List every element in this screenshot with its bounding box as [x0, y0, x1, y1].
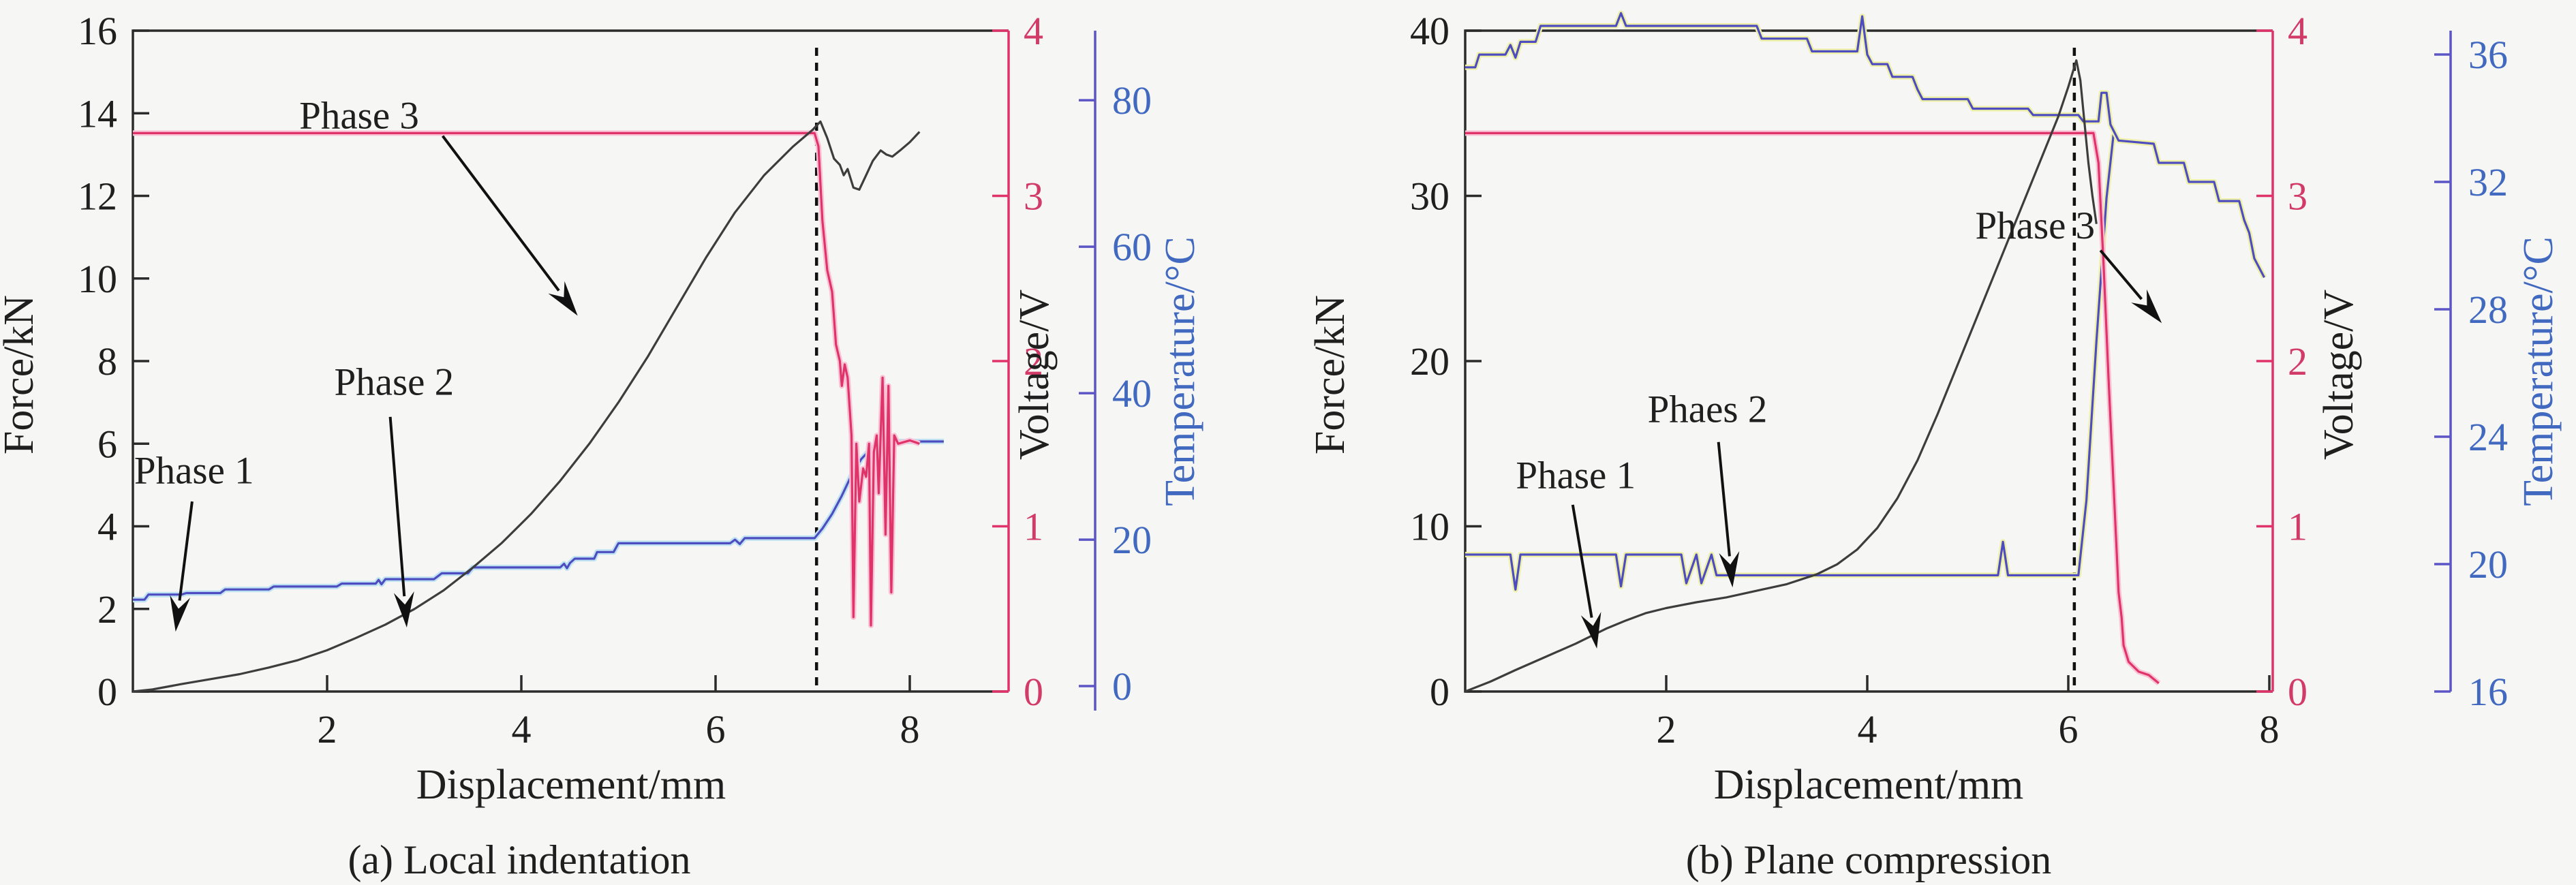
voltage-tick-label: 4 — [1024, 9, 1043, 53]
temperature-curve-halo — [1465, 10, 2267, 279]
annotation-arrow-head — [548, 281, 578, 316]
temperature-tick-label: 28 — [2468, 288, 2508, 332]
annotation-phase-2: Phaes 2 — [1648, 388, 1768, 588]
voltage-tick-label: 2 — [1024, 339, 1043, 384]
force-tick-label: 20 — [1410, 339, 1450, 384]
temperature-axis-title: Temperature/°C — [2515, 236, 2562, 506]
voltage-tick-label: 1 — [1024, 505, 1043, 549]
voltage-tick-label: 3 — [1024, 174, 1043, 219]
annotation-arrow-shaft — [1571, 504, 1593, 618]
annotation-arrow-head — [170, 595, 191, 632]
force-axis-title: Force/kN — [1307, 295, 1353, 454]
x-tick-label: 8 — [2260, 707, 2280, 751]
force-axis-title: Force/kN — [0, 295, 42, 454]
voltage-curve-halo — [133, 130, 921, 628]
annotation-phase-3: Phase 3 — [1975, 204, 2162, 324]
voltage-tick-label: 4 — [2288, 9, 2307, 53]
annotation-label: Phase 1 — [1516, 454, 1636, 497]
annotation-arrow-shaft — [441, 135, 560, 292]
voltage-tick-label: 3 — [2288, 174, 2307, 219]
force-tick-label: 10 — [78, 257, 117, 301]
force-curve — [132, 120, 921, 693]
x-tick-label: 2 — [1657, 707, 1676, 751]
temperature-tick-label: 80 — [1112, 78, 1152, 123]
force-tick-label: 6 — [97, 422, 117, 466]
temperature-axis-title: Temperature/°C — [1157, 236, 1203, 506]
annotation-phase-3: Phase 3 — [299, 94, 578, 316]
force-tick-label: 14 — [78, 91, 117, 136]
x-tick-label: 4 — [512, 707, 532, 751]
voltage-axis-title: Voltage/V — [2316, 290, 2362, 460]
x-tick-label: 8 — [900, 707, 920, 751]
annotation-label: Phase 1 — [134, 450, 254, 493]
temperature-tick-label: 40 — [1112, 371, 1152, 416]
voltage-tick-label: 2 — [2288, 339, 2307, 384]
annotation-phase-1: Phase 1 — [134, 450, 254, 632]
force-tick-label: 10 — [1410, 505, 1450, 549]
temperature2-curve-halo — [1465, 134, 2117, 593]
force-curve — [1465, 59, 2098, 693]
annotation-arrow-shaft — [388, 416, 406, 597]
annotation-arrow-head — [1719, 551, 1740, 588]
x-axis-title: Displacement/mm — [1714, 762, 2024, 808]
annotation-label: Phase 3 — [1975, 204, 2095, 247]
temperature2-curve — [1465, 134, 2115, 591]
force-tick-label: 8 — [97, 339, 117, 384]
temperature-tick-label: 20 — [2468, 542, 2508, 587]
voltage-tick-label: 0 — [2288, 670, 2307, 714]
voltage-tick-label: 1 — [2288, 505, 2307, 549]
annotation-label: Phaes 2 — [1648, 388, 1768, 431]
temperature-tick-label: 60 — [1112, 225, 1152, 269]
annotation-arrow-head — [2131, 289, 2162, 324]
temperature-tick-label: 32 — [2468, 160, 2508, 204]
force-tick-label: 4 — [97, 505, 117, 549]
temperature-tick-label: 24 — [2468, 415, 2508, 459]
annotation-arrow-shaft — [178, 501, 194, 601]
x-axis-title: Displacement/mm — [416, 762, 726, 808]
voltage-curve — [133, 131, 920, 627]
chart-caption: (b) Plane compression — [1686, 837, 2052, 882]
force-tick-label: 0 — [97, 670, 117, 714]
annotation-phase-1: Phase 1 — [1516, 454, 1636, 649]
voltage-axis-title: Voltage/V — [1011, 290, 1058, 460]
annotation-label: Phase 2 — [334, 360, 454, 403]
temperature-tick-label: 16 — [2468, 670, 2508, 714]
x-tick-label: 4 — [1858, 707, 1877, 751]
annotation-arrow-shaft — [2099, 249, 2143, 300]
x-tick-label: 6 — [706, 707, 726, 751]
annotation-arrow-shaft — [1717, 441, 1731, 557]
plot-box — [132, 29, 1009, 693]
force-tick-label: 12 — [78, 174, 117, 219]
temperature-tick-label: 20 — [1112, 518, 1152, 562]
voltage-tick-label: 0 — [1024, 670, 1043, 714]
chart-caption: (a) Local indentation — [348, 837, 690, 882]
temperature-tick-label: 36 — [2468, 33, 2508, 77]
temperature-curve — [133, 440, 944, 601]
temperature-curve — [1465, 12, 2266, 279]
annotation-arrow-head — [1580, 612, 1601, 649]
force-tick-label: 40 — [1410, 9, 1450, 53]
force-tick-label: 30 — [1410, 174, 1450, 219]
annotation-label: Phase 3 — [299, 94, 419, 137]
temperature-curve-halo — [133, 439, 944, 603]
force-tick-label: 2 — [97, 587, 117, 632]
force-tick-label: 0 — [1430, 670, 1450, 714]
voltage-curve — [1465, 131, 2160, 685]
annotation-arrow-head — [393, 591, 414, 628]
annotation-phase-2: Phase 2 — [334, 360, 454, 628]
x-tick-label: 2 — [318, 707, 337, 751]
temperature-tick-label: 0 — [1112, 664, 1132, 709]
x-tick-label: 6 — [2059, 707, 2079, 751]
force-tick-label: 16 — [78, 9, 117, 53]
